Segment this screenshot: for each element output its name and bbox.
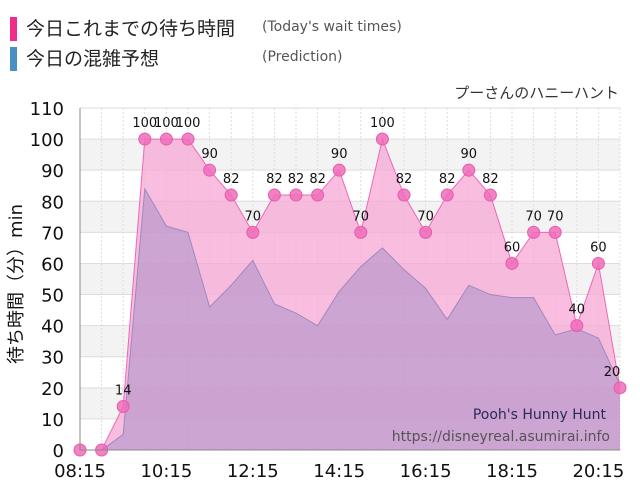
y-tick-label: 20: [41, 379, 64, 400]
y-tick-label: 60: [41, 254, 64, 275]
data-label: 70: [417, 209, 434, 224]
data-point: [527, 225, 541, 239]
data-point: [397, 188, 411, 202]
data-point: [462, 163, 476, 177]
data-points: [73, 132, 627, 457]
watermark-title: Pooh's Hunny Hunt: [473, 407, 607, 423]
y-tick-label: 0: [53, 441, 64, 462]
data-label: 70: [525, 209, 542, 224]
data-label: 90: [461, 147, 478, 162]
data-label: 82: [309, 172, 326, 187]
y-tick-label: 50: [41, 286, 64, 307]
data-label: 82: [266, 172, 283, 187]
data-label: 100: [176, 116, 201, 131]
y-tick-label: 80: [41, 192, 64, 213]
y-tick-label: 110: [30, 99, 64, 120]
data-point: [570, 319, 584, 333]
x-tick-label: 16:15: [400, 461, 452, 482]
legend-swatch-today: [10, 17, 17, 41]
y-tick-label: 100: [30, 130, 64, 151]
x-tick-label: 08:15: [54, 461, 106, 482]
data-point: [159, 132, 173, 146]
data-point: [505, 256, 519, 270]
data-label: 100: [370, 116, 395, 131]
data-point: [591, 256, 605, 270]
data-point: [116, 399, 130, 413]
y-tick-label: 90: [41, 161, 64, 182]
data-label: 100: [154, 116, 179, 131]
data-point: [613, 381, 627, 395]
data-point: [289, 188, 303, 202]
attraction-name: プーさんのハニーハント: [454, 84, 619, 102]
data-point: [311, 188, 325, 202]
data-point: [138, 132, 152, 146]
data-label: 82: [396, 172, 413, 187]
data-label: 90: [331, 147, 348, 162]
y-tick-label: 10: [41, 410, 64, 431]
data-label: 70: [353, 209, 370, 224]
y-axis-label: 待ち時間（分）min: [6, 204, 27, 364]
data-point: [483, 188, 497, 202]
data-point: [246, 225, 260, 239]
data-label: 82: [439, 172, 456, 187]
data-label: 82: [482, 172, 499, 187]
x-tick-label: 18:15: [486, 461, 538, 482]
data-label: 70: [245, 209, 262, 224]
legend-prediction-ja: 今日の混雑予想: [26, 48, 160, 70]
data-label: 70: [547, 209, 564, 224]
data-label: 40: [569, 303, 586, 318]
line-prediction: [80, 187, 621, 451]
legend-prediction-en: (Prediction): [262, 49, 343, 65]
x-tick-label: 12:15: [227, 461, 279, 482]
data-label: 60: [504, 240, 521, 255]
data-point: [181, 132, 195, 146]
data-label: 90: [201, 147, 218, 162]
data-label: 60: [590, 240, 607, 255]
data-point: [332, 163, 346, 177]
data-point: [440, 188, 454, 202]
data-label: 14: [115, 383, 132, 398]
legend-today-en: (Today's wait times): [262, 19, 402, 35]
data-label: 82: [288, 172, 305, 187]
data-label: 82: [223, 172, 240, 187]
data-point: [203, 163, 217, 177]
data-label: 20: [604, 365, 621, 380]
y-tick-label: 30: [41, 348, 64, 369]
legend-today-ja: 今日これまでの待ち時間: [26, 18, 236, 40]
watermark-url: https://disneyreal.asumirai.info: [392, 429, 610, 445]
y-tick-label: 40: [41, 317, 64, 338]
axes: 0 10 20 30 40 50 60 70 80 90 100 110 08:15 10:15 12:15…: [30, 99, 625, 482]
chart-legend: 今日これまでの待ち時間 (Today's wait times) 今日の混雑予想…: [0, 0, 640, 80]
data-point: [354, 225, 368, 239]
data-point: [267, 188, 281, 202]
area-prediction: [80, 188, 620, 450]
data-point: [548, 225, 562, 239]
legend-swatch-prediction: [10, 47, 17, 71]
x-tick-label: 10:15: [140, 461, 192, 482]
x-tick-label: 20:15: [572, 461, 624, 482]
x-tick-label: 14:15: [313, 461, 365, 482]
data-point: [224, 188, 238, 202]
y-tick-label: 70: [41, 223, 64, 244]
data-point: [375, 132, 389, 146]
data-point: [419, 225, 433, 239]
data-label: 100: [132, 116, 157, 131]
